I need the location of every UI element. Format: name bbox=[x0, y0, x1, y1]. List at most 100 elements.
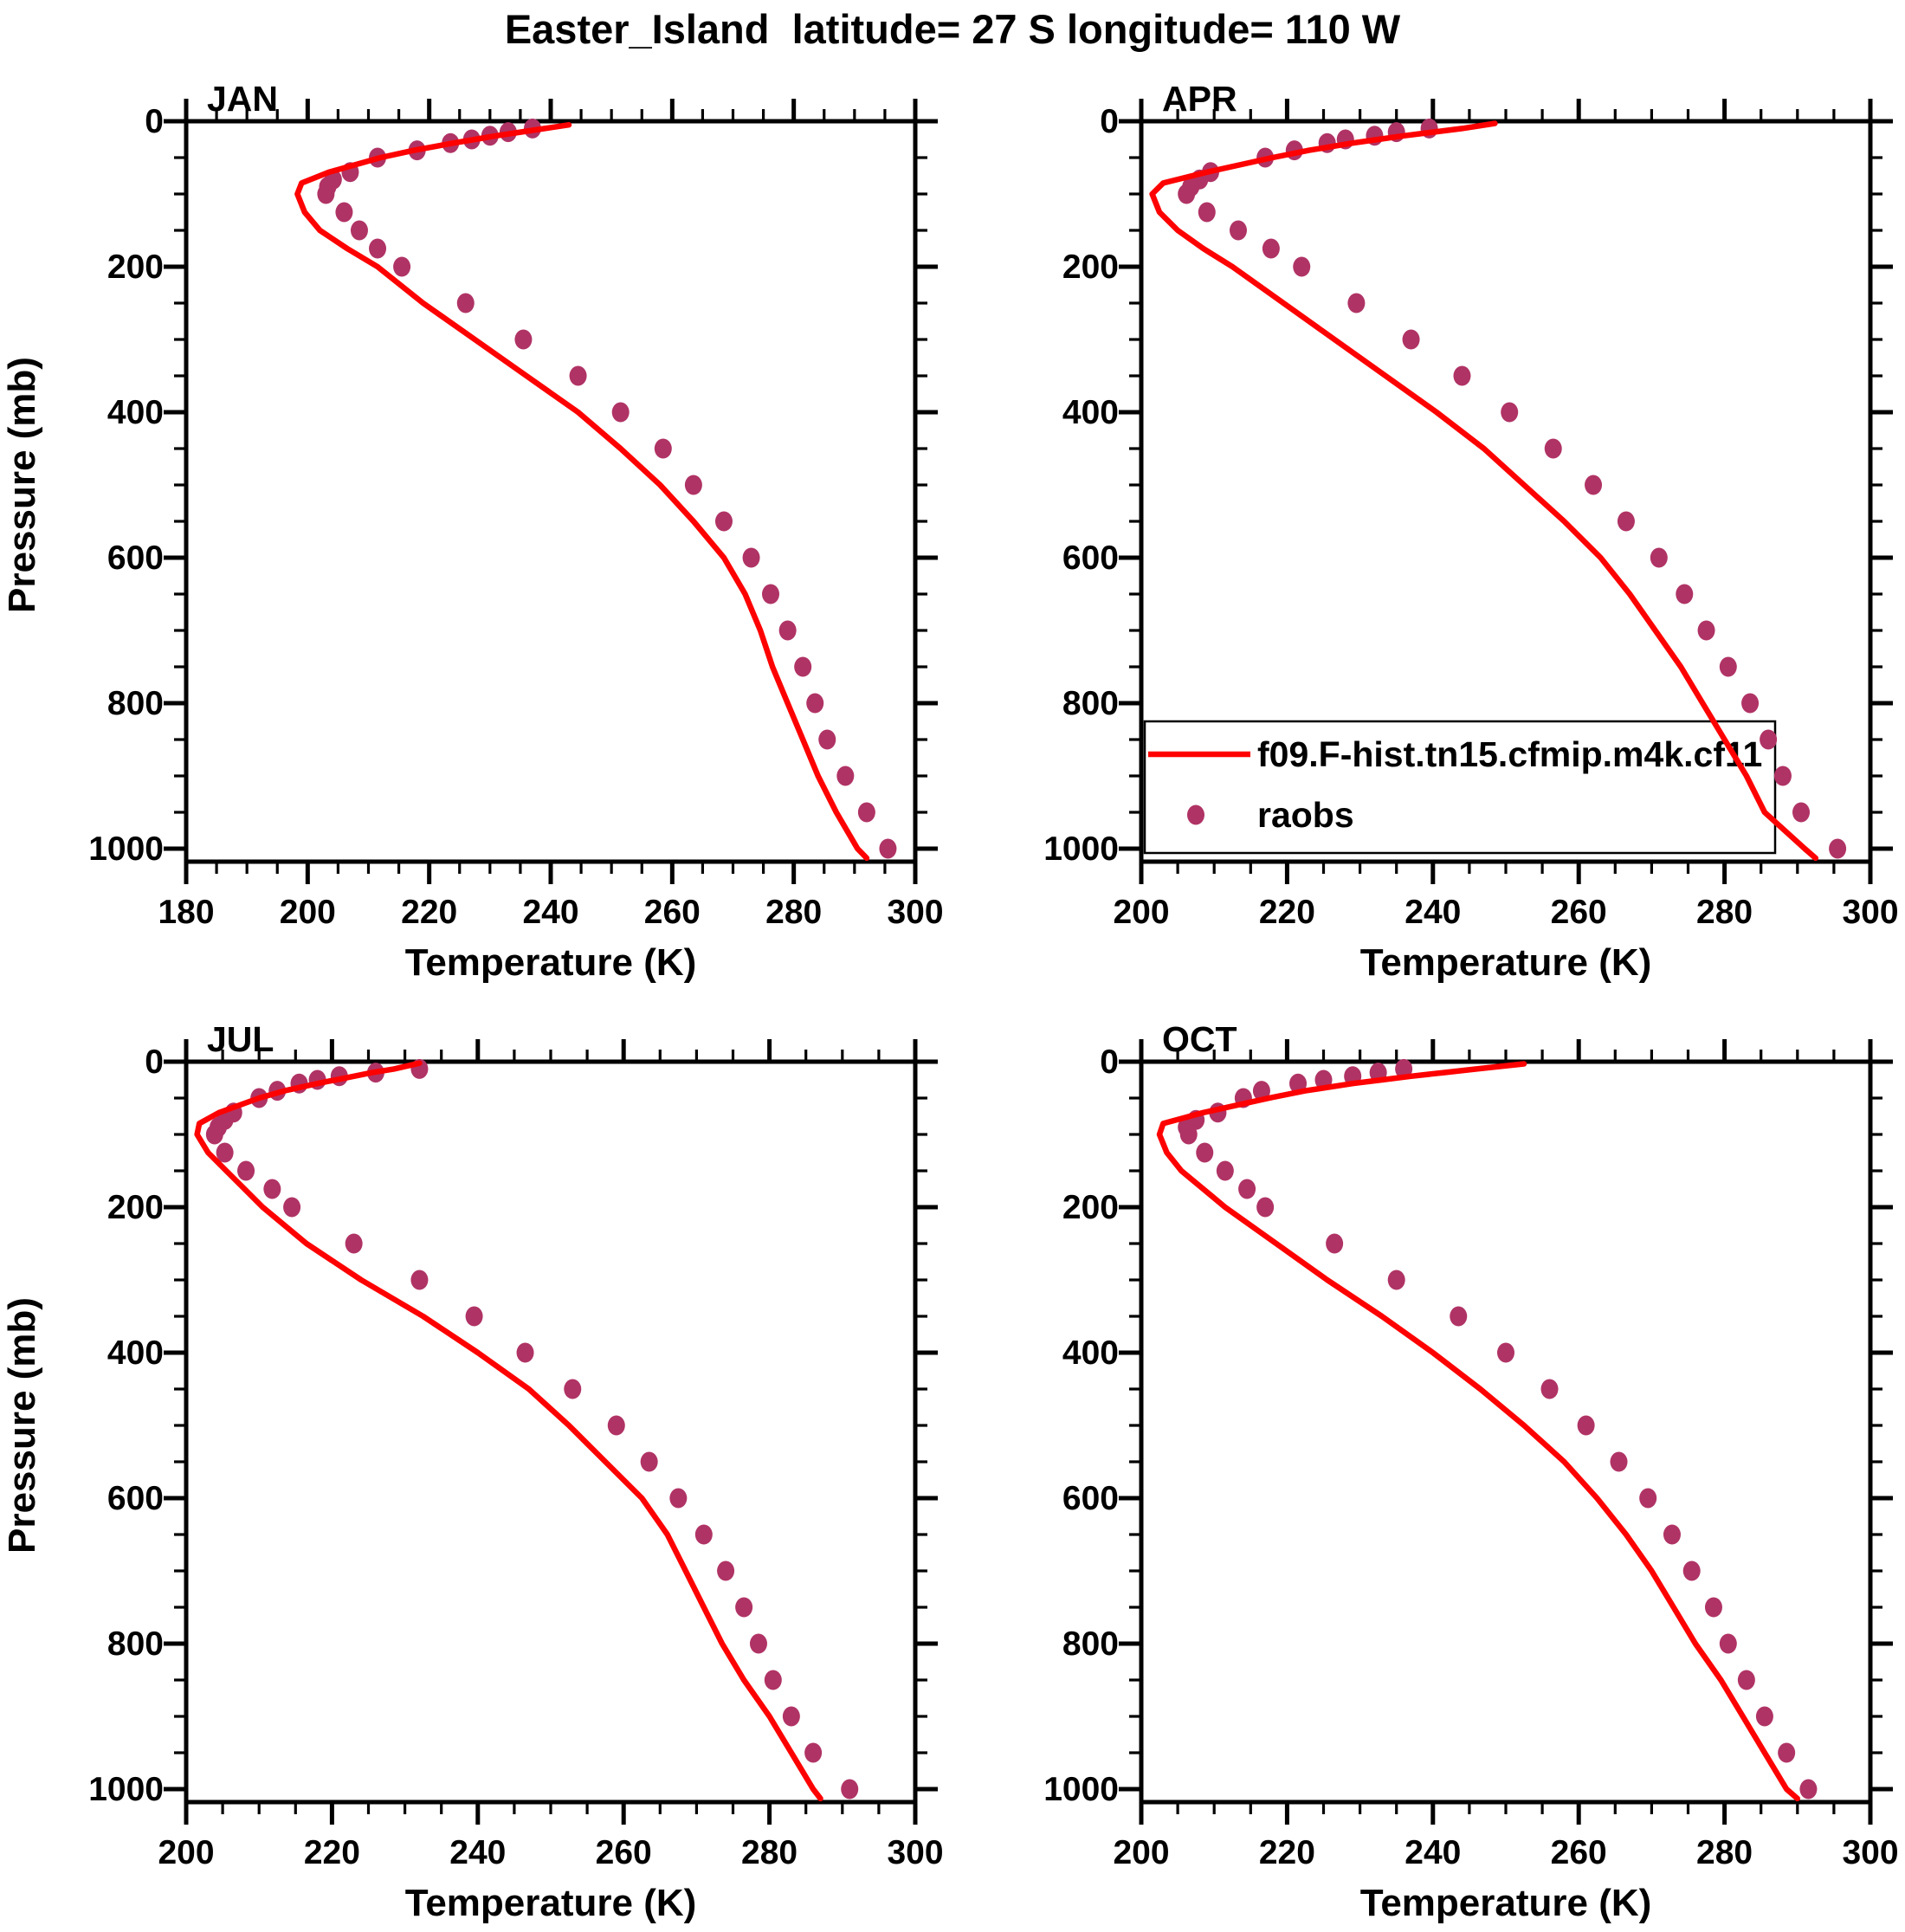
raobs-dot bbox=[369, 238, 387, 259]
y-tick-label: 600 bbox=[107, 1480, 164, 1517]
panel-jul: 200 220 240 260 280 300 0 200 400 600 800 1000 JUL Te… bbox=[1, 1019, 944, 1924]
x-tick-label: 280 bbox=[741, 1834, 798, 1871]
raobs-dot bbox=[1453, 365, 1471, 386]
raobs-dot bbox=[804, 1742, 823, 1763]
y-tick-label: 1000 bbox=[1043, 1771, 1119, 1808]
raobs-dot bbox=[1719, 656, 1737, 677]
panel-month-label: OCT bbox=[1162, 1019, 1237, 1059]
raobs-dot bbox=[841, 1779, 859, 1800]
raobs-dot bbox=[1347, 293, 1366, 313]
model-line bbox=[1156, 1061, 1801, 1802]
raobs-dot bbox=[782, 1706, 800, 1727]
panel-month-label: APR bbox=[1162, 79, 1237, 119]
raobs-dot bbox=[1577, 1415, 1595, 1436]
raobs-dot bbox=[1501, 402, 1519, 423]
plot-frame bbox=[184, 1059, 918, 1805]
legend-label-model: f09.F-hist.tn15.cfmip.m4k.cf11 bbox=[1257, 734, 1762, 774]
raobs-dot bbox=[514, 329, 533, 350]
x-tick-label: 220 bbox=[1259, 894, 1315, 931]
panel-jan: 180 200 220 240 260 280 300 0 200 400 600 800 1000 JA… bbox=[1, 79, 944, 984]
raobs-dot bbox=[669, 1488, 688, 1509]
raobs-dot bbox=[569, 365, 587, 386]
raobs-dot bbox=[1216, 1160, 1234, 1181]
raobs-dot bbox=[393, 256, 411, 277]
y-axis-title: Pressure (mb) bbox=[1, 1297, 43, 1554]
raobs-dot bbox=[684, 475, 702, 495]
raobs-dot bbox=[1639, 1488, 1657, 1509]
x-axis-title: Temperature (K) bbox=[405, 1882, 697, 1924]
raobs-dot bbox=[836, 766, 855, 786]
raobs-dot bbox=[465, 1306, 483, 1327]
raobs-dot bbox=[317, 184, 335, 204]
model-line bbox=[194, 1060, 823, 1802]
x-tick-label: 200 bbox=[1113, 894, 1169, 931]
raobs-dot bbox=[1773, 766, 1792, 786]
raobs-dot bbox=[794, 656, 812, 677]
x-tick-label: 260 bbox=[596, 1834, 652, 1871]
raobs-dot bbox=[1650, 547, 1668, 568]
raobs-dot bbox=[1198, 202, 1216, 223]
raobs-dot bbox=[1682, 1560, 1701, 1581]
raobs-dot bbox=[778, 620, 797, 641]
raobs-dot bbox=[1799, 1779, 1818, 1800]
y-tick-label: 600 bbox=[107, 540, 164, 577]
x-tick-label: 260 bbox=[1551, 1834, 1607, 1871]
y-tick-label: 1000 bbox=[1043, 830, 1119, 868]
x-tick-label: 280 bbox=[1696, 894, 1753, 931]
raobs-dot bbox=[345, 1233, 363, 1254]
x-tick-label: 280 bbox=[1696, 1834, 1753, 1871]
raobs-dot bbox=[1402, 329, 1420, 350]
y-tick-label: 1000 bbox=[88, 1771, 164, 1808]
x-tick-label: 200 bbox=[158, 1834, 214, 1871]
y-tick-label: 400 bbox=[107, 394, 164, 431]
raobs-dot bbox=[1387, 1270, 1405, 1290]
raobs-dot bbox=[654, 438, 672, 459]
raobs-dot bbox=[263, 1179, 281, 1199]
raobs-dot bbox=[1178, 184, 1196, 204]
plot-frame bbox=[1139, 1059, 1873, 1805]
y-tick-label: 800 bbox=[107, 1625, 164, 1663]
raobs-dot bbox=[1293, 256, 1311, 277]
page-title: Easter_Island latitude= 27 S longitude= … bbox=[504, 6, 1401, 52]
x-axis-ticks bbox=[184, 1039, 918, 1825]
raobs-dot bbox=[1289, 1073, 1308, 1094]
raobs-dot bbox=[1663, 1524, 1681, 1545]
y-tick-label: 400 bbox=[107, 1334, 164, 1372]
raobs-dot bbox=[1544, 438, 1562, 459]
x-tick-label: 300 bbox=[887, 894, 943, 931]
raobs-dot bbox=[1755, 1706, 1773, 1727]
raobs-dot bbox=[216, 1142, 234, 1163]
y-tick-label: 0 bbox=[1100, 103, 1119, 140]
x-axis-ticks bbox=[1139, 1039, 1873, 1825]
raobs-dot bbox=[1326, 1233, 1344, 1254]
x-axis-title: Temperature (K) bbox=[405, 941, 697, 984]
y-tick-label: 400 bbox=[1062, 1334, 1119, 1372]
raobs-markers bbox=[317, 118, 897, 859]
raobs-dot bbox=[1450, 1306, 1468, 1327]
x-tick-label: 220 bbox=[304, 1834, 360, 1871]
x-axis-title: Temperature (K) bbox=[1360, 1882, 1652, 1924]
x-tick-label: 180 bbox=[158, 894, 214, 931]
raobs-dot bbox=[1252, 1081, 1270, 1102]
x-tick-label: 240 bbox=[522, 894, 578, 931]
y-tick-label: 0 bbox=[1100, 1044, 1119, 1081]
x-tick-label: 280 bbox=[765, 894, 822, 931]
raobs-dot bbox=[335, 202, 353, 223]
raobs-dot bbox=[714, 511, 733, 532]
raobs-dot bbox=[1229, 220, 1247, 241]
raobs-dot bbox=[1697, 620, 1715, 641]
raobs-dot bbox=[806, 693, 824, 714]
y-tick-label: 0 bbox=[145, 103, 164, 140]
x-axis-title: Temperature (K) bbox=[1360, 941, 1652, 984]
x-tick-label: 260 bbox=[644, 894, 701, 931]
raobs-dot bbox=[516, 1342, 534, 1363]
x-tick-label: 220 bbox=[1259, 1834, 1315, 1871]
raobs-dot bbox=[1540, 1379, 1559, 1399]
x-tick-label: 260 bbox=[1551, 894, 1607, 931]
raobs-dot bbox=[694, 1524, 713, 1545]
y-tick-label: 800 bbox=[1062, 685, 1119, 722]
raobs-dot bbox=[1610, 1451, 1628, 1472]
raobs-dot bbox=[1719, 1633, 1737, 1654]
